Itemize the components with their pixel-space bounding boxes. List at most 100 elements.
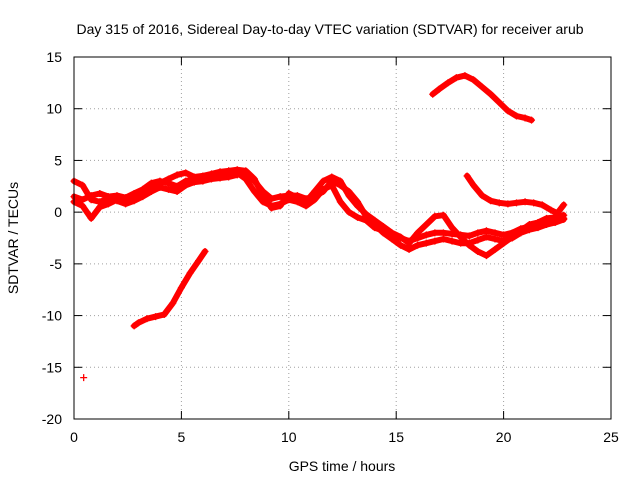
data-point bbox=[225, 173, 233, 181]
data-point bbox=[379, 223, 387, 231]
data-point bbox=[396, 241, 404, 249]
data-point bbox=[474, 229, 482, 237]
data-point bbox=[328, 173, 336, 181]
data-point bbox=[250, 187, 258, 195]
data-point bbox=[182, 181, 190, 189]
x-tick-label: 15 bbox=[388, 429, 404, 445]
series-arc-4 bbox=[130, 247, 209, 330]
data-point bbox=[470, 181, 478, 189]
data-point bbox=[134, 319, 142, 327]
data-point bbox=[504, 200, 512, 208]
data-point bbox=[439, 235, 447, 243]
data-point bbox=[165, 185, 173, 193]
data-point bbox=[195, 257, 203, 265]
data-point bbox=[345, 192, 353, 200]
data-point bbox=[474, 236, 482, 244]
data-point bbox=[169, 299, 177, 307]
data-point bbox=[431, 229, 439, 237]
series-arc-2 bbox=[70, 168, 568, 253]
data-point bbox=[463, 172, 471, 180]
data-point bbox=[79, 181, 87, 189]
x-tick-label: 10 bbox=[281, 429, 297, 445]
data-point bbox=[482, 252, 490, 260]
data-point bbox=[79, 196, 87, 204]
data-point bbox=[199, 172, 207, 180]
data-point bbox=[207, 170, 215, 178]
series-trace bbox=[71, 166, 567, 259]
data-point bbox=[461, 72, 469, 80]
data-point bbox=[242, 167, 250, 175]
data-point bbox=[250, 175, 258, 183]
data-point bbox=[487, 197, 495, 205]
data-point bbox=[405, 239, 413, 247]
x-tick-label: 5 bbox=[178, 429, 186, 445]
data-point bbox=[547, 206, 555, 214]
data-point bbox=[87, 214, 95, 222]
data-point bbox=[143, 315, 151, 323]
data-point bbox=[354, 213, 362, 221]
data-point bbox=[201, 247, 209, 255]
data-point bbox=[104, 200, 112, 208]
data-point bbox=[431, 212, 439, 220]
data-point bbox=[96, 190, 104, 198]
data-point bbox=[79, 202, 87, 210]
data-point bbox=[528, 116, 536, 124]
data-point bbox=[560, 201, 568, 209]
data-point bbox=[268, 204, 276, 212]
data-point bbox=[177, 284, 185, 292]
x-tick-label: 25 bbox=[603, 429, 619, 445]
y-tick-label: -10 bbox=[42, 308, 62, 324]
data-point bbox=[190, 173, 198, 181]
data-point bbox=[414, 229, 422, 237]
y-tick-label: -5 bbox=[50, 256, 63, 272]
data-point bbox=[422, 239, 430, 247]
data-point bbox=[482, 227, 490, 235]
data-point bbox=[225, 167, 233, 175]
data-point bbox=[80, 374, 88, 382]
data-point bbox=[530, 199, 538, 207]
data-point bbox=[173, 187, 181, 195]
data-point bbox=[470, 76, 478, 84]
data-point bbox=[388, 235, 396, 243]
data-point bbox=[388, 229, 396, 237]
data-point bbox=[345, 208, 353, 216]
data-point bbox=[495, 99, 503, 107]
data-point bbox=[444, 79, 452, 87]
y-axis-ticks: -20 -15 -10 -5 0 5 10 15 bbox=[42, 49, 611, 427]
data-point bbox=[435, 85, 443, 93]
data-point bbox=[543, 214, 551, 222]
data-point bbox=[534, 218, 542, 226]
series-arc-7 bbox=[80, 374, 88, 382]
y-axis-label: SDTVAR / TECUs bbox=[5, 182, 21, 294]
data-point bbox=[130, 193, 138, 201]
data-point bbox=[491, 235, 499, 243]
data-point bbox=[474, 247, 482, 255]
data-point bbox=[512, 112, 520, 120]
data-point bbox=[414, 241, 422, 249]
data-point bbox=[165, 175, 173, 183]
data-point bbox=[422, 221, 430, 229]
series-arc-5 bbox=[429, 72, 536, 124]
data-point bbox=[439, 211, 447, 219]
data-point bbox=[152, 313, 160, 321]
data-point bbox=[336, 177, 344, 185]
series-trace bbox=[131, 248, 208, 329]
data-point bbox=[543, 221, 551, 229]
data-point bbox=[147, 184, 155, 192]
data-point bbox=[242, 175, 250, 183]
data-point bbox=[173, 171, 181, 179]
x-tick-label: 20 bbox=[496, 429, 512, 445]
data-point bbox=[276, 193, 284, 201]
data-point bbox=[448, 237, 456, 245]
data-point bbox=[293, 194, 301, 202]
data-point bbox=[512, 199, 520, 207]
data-point bbox=[422, 231, 430, 239]
data-point bbox=[96, 203, 104, 211]
data-point bbox=[130, 322, 138, 330]
data-point bbox=[285, 190, 293, 198]
data-point bbox=[311, 187, 319, 195]
data-point bbox=[495, 199, 503, 207]
data-point bbox=[504, 107, 512, 115]
data-point bbox=[482, 233, 490, 241]
